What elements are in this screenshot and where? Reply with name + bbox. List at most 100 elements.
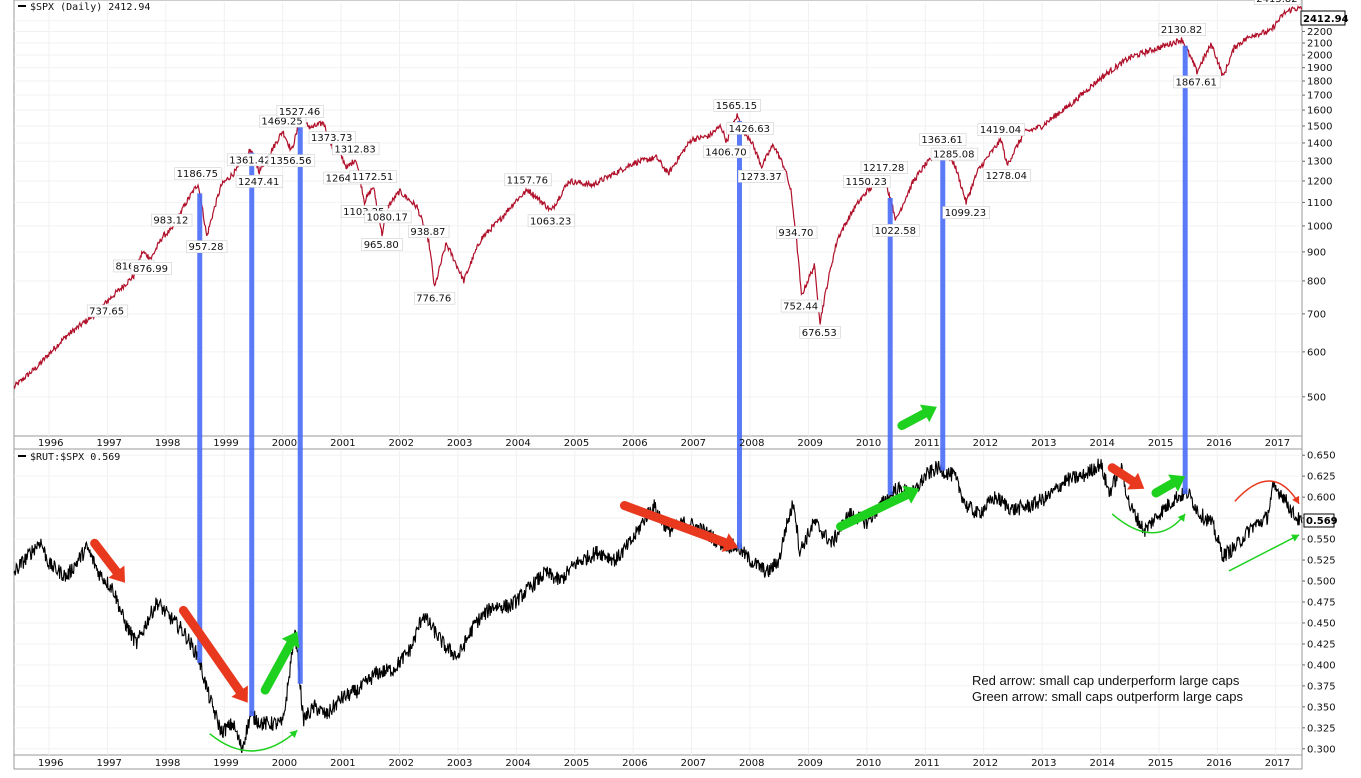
spx-x-tick-label: 2006 [622,438,647,449]
spx-x-tick-label: 2015 [1148,438,1173,449]
annotation-box [860,161,908,174]
red-arrow-shaft [178,605,245,696]
annotation-box [930,147,979,161]
trend-line-head [1291,534,1300,542]
annotation-label: 1373.73 [311,133,352,144]
green-arrow-shaft [1151,478,1178,498]
trend-curve [1111,513,1186,534]
annotation-label: 1217.28 [863,163,904,174]
ratio-x-tick-label: 2005 [564,758,589,769]
spx-x-tick-label: 2002 [389,438,414,449]
annotation-box [332,142,380,156]
annotation-box [408,225,450,238]
spx-y-tick-label: 700 [1307,309,1326,320]
green-arrow-head [919,404,937,423]
spx-y-tick-label: 2200 [1307,27,1332,38]
ratio-x-tick-label: 2008 [739,758,764,769]
annotation-box [364,210,412,224]
spx-grid [14,2,1302,436]
ratio-x-tick-label: 2006 [622,758,647,769]
spx-y-tick-label: 1200 [1307,176,1332,187]
trend-line [1228,534,1300,572]
spx-panel [13,0,1303,437]
annotation-label: 1172.51 [352,172,393,183]
trend-curve [209,729,298,752]
annotation-label: 1406.70 [705,147,746,158]
spx-y-axis: 500 600 700 800 900 1000 1100 1200 1300 1400 1500 1… [1302,16,1332,403]
spx-series [13,5,1303,390]
annotation-box [872,224,920,237]
green-arrow-shaft [260,639,296,695]
spx-x-tick-label: 2007 [681,438,706,449]
red-arrow-shaft [1107,463,1138,486]
annotation-box [738,170,786,183]
green-arrow-head [1168,474,1186,492]
ratio-y-tick-label: 0.475 [1307,598,1336,609]
spx-last-value-badge [1300,10,1346,26]
ratio-x-tick-label: 2001 [330,758,355,769]
annotation-box [186,240,228,253]
annotation-box [151,213,193,227]
spx-x-tick-label: 2005 [564,438,589,449]
annotation-label: 983.12 [153,216,188,227]
red-arrow-shaft [90,538,121,577]
spx-y-tick-label: 800 [1307,276,1326,287]
annotation-label: 676.53 [802,328,837,339]
annotation-label: 1247.41 [238,177,279,188]
spx-x-tick-label: 2001 [330,438,355,449]
ratio-y-tick-label: 0.400 [1307,660,1336,671]
annotation-label: 1312.83 [334,144,375,155]
ratio-y-tick-label: 0.625 [1307,472,1336,483]
spx-x-tick-label: 1998 [155,438,180,449]
spx-x-tick-label: 2011 [914,438,939,449]
ratio-x-tick-label: 2004 [505,758,530,769]
annotation-label: 2415.82 [1256,0,1297,5]
ratio-x-tick-label: 1997 [96,758,121,769]
annotation-label: 1099.23 [945,208,986,219]
annotation-label: 1103.25 [343,207,384,218]
spx-y-tick-label: 1000 [1307,221,1332,232]
annotation-box [1173,75,1221,89]
spx-x-tick-label: 2010 [856,438,881,449]
spx-y-tick-label: 1900 [1307,63,1332,74]
spx-y-tick-label: 1100 [1307,198,1332,209]
green-arrow-head [281,631,300,649]
annotation-label: 1363.61 [921,135,962,146]
ratio-y-tick-label: 0.600 [1307,493,1336,504]
annotation-box [1254,0,1302,5]
ratio-x-axis-strip [13,754,1303,770]
annotation-box [130,261,172,275]
annotation-label: 1565.15 [716,101,757,112]
red-arrow-head [721,533,739,552]
spx-last-value: 2412.94 [1303,14,1349,25]
ratio-x-tick-label: 2003 [447,758,472,769]
green-arrow-shaft [836,490,912,531]
annotation-box [919,133,967,146]
ratio-y-tick-label: 0.450 [1307,618,1336,629]
spx-y-tick-label: 1400 [1307,138,1332,149]
spx-x-tick-label: 2016 [1206,438,1231,449]
annotation-label: 965.80 [364,240,399,251]
annotation-box [780,299,823,313]
ratio-last-value-badge [1303,513,1335,528]
ratio-last-value: 0.569 [1306,516,1338,527]
ratio-x-tick-label: 2014 [1089,758,1114,769]
annotation-label: 1356.56 [270,156,311,167]
spx-y-tick-label: 900 [1307,247,1326,258]
spx-x-tick-label: 2009 [797,438,822,449]
trend-curve-head [289,730,298,738]
spx-x-tick-label: 2012 [973,438,998,449]
spx-x-tick-label: 2008 [739,438,764,449]
annotation-box [413,291,456,305]
red-arrow-shaft [619,501,730,548]
spx-y-tick-label: 1500 [1307,121,1332,132]
annotation-box [843,175,891,188]
ratio-x-tick-label: 2010 [856,758,881,769]
ratio-x-tick-label: 2012 [973,758,998,769]
spx-x-tick-label: 1997 [96,438,121,449]
spx-x-tick-label: 1996 [38,438,63,449]
ratio-x-tick-label: 2011 [914,758,939,769]
annotation-box [349,170,397,183]
ratio-y-tick-label: 0.525 [1307,556,1336,567]
